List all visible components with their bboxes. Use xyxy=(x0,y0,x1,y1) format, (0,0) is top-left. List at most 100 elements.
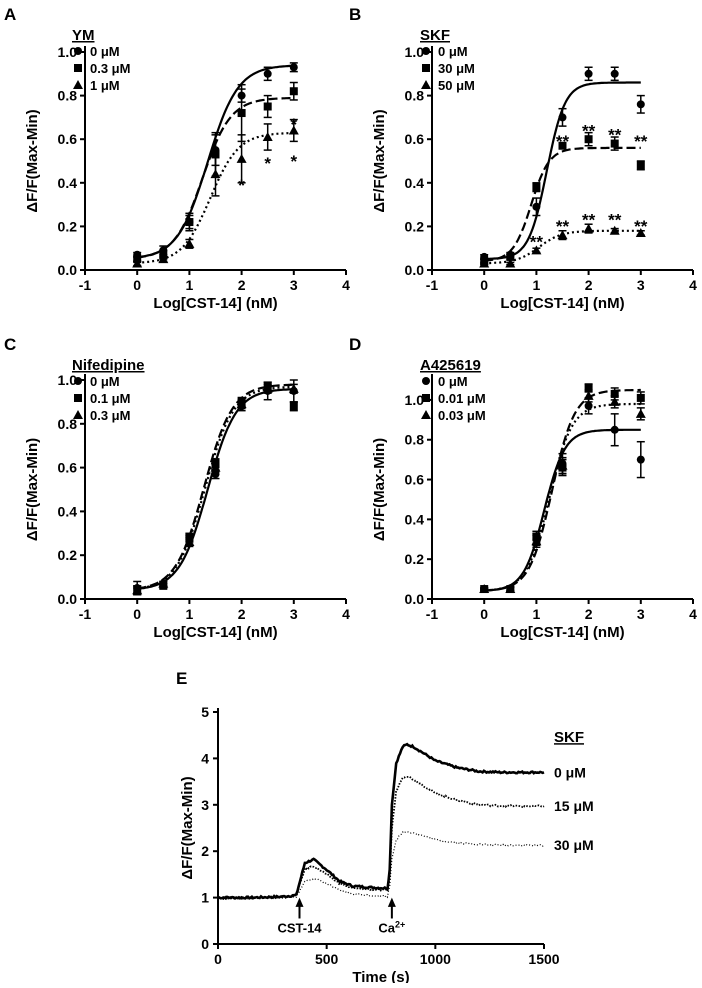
legend-label: 0.3 μM xyxy=(90,61,130,76)
data-point xyxy=(531,536,542,546)
data-point xyxy=(558,113,567,122)
x-tick-label: 1 xyxy=(186,277,194,293)
y-tick-label: 1 xyxy=(201,890,209,906)
data-point xyxy=(210,462,221,472)
x-axis-label: Time (s) xyxy=(352,969,409,983)
data-point xyxy=(479,258,490,268)
y-tick-label: 0.0 xyxy=(405,262,425,278)
legend-label: 0.01 μM xyxy=(438,391,486,406)
x-tick-label: 1 xyxy=(533,277,541,293)
data-point xyxy=(610,139,619,148)
data-point xyxy=(532,202,541,211)
panel-letter-c: C xyxy=(4,335,16,354)
panel-letter-d: D xyxy=(349,335,361,354)
chart-title: SKF xyxy=(554,729,584,746)
data-point xyxy=(263,69,272,78)
y-tick-label: 0 xyxy=(201,936,209,952)
significance-mark: * xyxy=(264,154,271,173)
data-point xyxy=(158,578,169,588)
y-axis-label: ΔF/F(Max-Min) xyxy=(24,109,41,212)
chart-panel-b: 0.0 0.2 0.4 0.6 0.8 1.0 -1 0 1 2 3 4 Log[CST-14] (nM… xyxy=(371,27,697,312)
data-point xyxy=(609,225,620,235)
event-label-superscript: 2+ xyxy=(395,919,405,929)
x-axis-label: Log[CST-14] (nM) xyxy=(153,624,277,641)
data-point xyxy=(289,87,298,96)
fit-curve xyxy=(137,385,294,590)
data-point xyxy=(236,399,247,409)
data-point xyxy=(635,408,646,418)
y-tick-label: 0.6 xyxy=(405,131,425,147)
chart-panel-e: 0 1 2 3 4 5 0 500 1000 1500 Time (s) ΔF/F(Max-Min) 0… xyxy=(179,704,594,986)
legend-marker xyxy=(74,394,82,402)
significance-mark: ** xyxy=(608,211,622,230)
y-tick-label: 0.4 xyxy=(405,511,425,527)
significance-mark: * xyxy=(290,115,297,134)
x-tick-label: 4 xyxy=(689,277,697,293)
x-tick-label: -1 xyxy=(79,606,92,622)
data-point xyxy=(236,153,247,163)
significance-mark: ** xyxy=(582,121,596,140)
data-point xyxy=(532,183,541,192)
legend-marker xyxy=(74,64,82,72)
data-point xyxy=(610,69,619,78)
y-tick-label: 1.0 xyxy=(58,44,78,60)
data-point xyxy=(132,585,143,595)
data-point xyxy=(262,383,273,393)
legend-marker xyxy=(73,410,83,419)
y-tick-label: 0.6 xyxy=(405,472,425,488)
event-label: Ca2+ xyxy=(378,919,405,935)
significance-mark: ** xyxy=(582,211,596,230)
chart-panel-a: 0.0 0.2 0.4 0.6 0.8 1.0 -1 0 1 2 3 4 Log[CST-14] (nM… xyxy=(24,27,350,312)
legend-label: 0 μM xyxy=(438,374,468,389)
y-axis-label: ΔF/F(Max-Min) xyxy=(24,438,41,541)
chart-panel-d: 0.0 0.2 0.4 0.6 0.8 1.0 -1 0 1 2 3 4 Log[CST-14] (nM… xyxy=(371,357,697,641)
trace-label: 30 μM xyxy=(554,837,594,853)
y-tick-label: 4 xyxy=(201,750,209,766)
data-point xyxy=(583,223,594,233)
x-tick-label: 3 xyxy=(290,277,298,293)
x-tick-label: 3 xyxy=(290,606,298,622)
legend-label: 0.03 μM xyxy=(438,408,486,423)
data-point xyxy=(479,584,490,594)
x-axis-label: Log[CST-14] (nM) xyxy=(500,295,624,312)
legend-marker xyxy=(73,80,83,89)
fit-curve xyxy=(137,383,294,590)
data-point xyxy=(558,141,567,150)
y-tick-label: 0.0 xyxy=(58,262,78,278)
significance-mark: ** xyxy=(634,132,648,151)
legend-label: 0 μM xyxy=(438,44,468,59)
x-axis-label: Log[CST-14] (nM) xyxy=(153,295,277,312)
x-axis-label: Log[CST-14] (nM) xyxy=(500,624,624,641)
data-point xyxy=(584,135,593,144)
data-point xyxy=(505,584,516,594)
fit-curve xyxy=(484,388,641,592)
event-arrow-head xyxy=(387,897,396,907)
time-trace xyxy=(217,742,545,901)
panel-letter-e: E xyxy=(176,669,187,688)
event-label: CST-14 xyxy=(277,920,322,935)
data-point xyxy=(636,393,645,402)
x-tick-label: 1 xyxy=(533,606,541,622)
y-tick-label: 0.8 xyxy=(405,88,425,104)
y-tick-label: 0.2 xyxy=(405,551,425,567)
data-point xyxy=(635,227,646,237)
x-tick-label: 0 xyxy=(480,606,488,622)
y-tick-label: 5 xyxy=(201,704,209,720)
legend-label: 1 μM xyxy=(90,78,120,93)
y-tick-label: 2 xyxy=(201,843,209,859)
data-point xyxy=(132,258,143,268)
significance-mark: ** xyxy=(556,132,570,151)
x-tick-label: 4 xyxy=(342,606,350,622)
legend-label: 50 μM xyxy=(438,78,475,93)
significance-mark: * xyxy=(290,152,297,171)
data-point xyxy=(288,125,299,135)
y-tick-label: 0.4 xyxy=(405,175,425,191)
y-tick-label: 0.4 xyxy=(58,175,78,191)
y-tick-label: 0.2 xyxy=(405,218,425,234)
x-tick-label: -1 xyxy=(426,277,439,293)
x-tick-label: 0 xyxy=(480,277,488,293)
data-point xyxy=(184,238,195,248)
legend-label: 30 μM xyxy=(438,61,475,76)
